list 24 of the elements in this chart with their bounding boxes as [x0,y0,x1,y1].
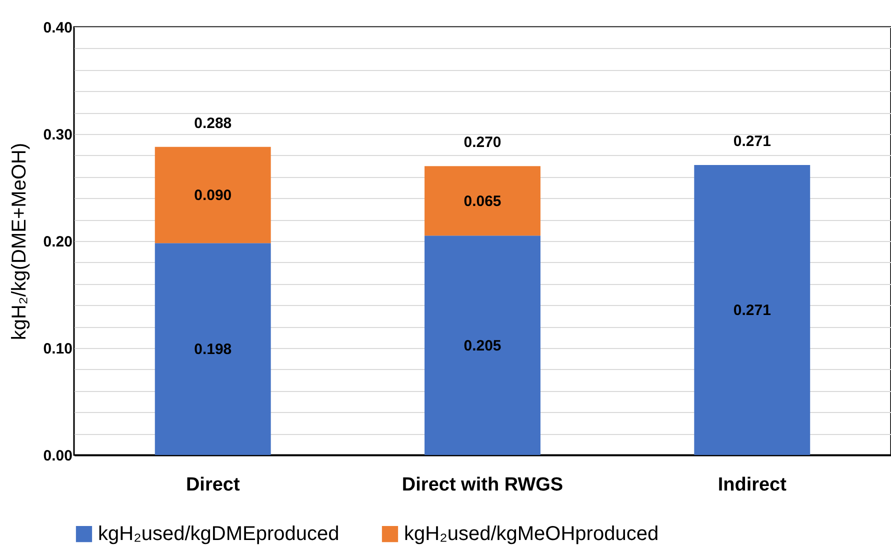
total-label: 0.271 [733,133,771,150]
y-tick-label: 0.40 [43,20,72,36]
y-tick-label: 0.10 [43,340,72,358]
x-tick-label: Direct [186,474,240,496]
bar [694,165,810,455]
data-label: 0.205 [464,337,502,354]
x-tick-label: Direct with RWGS [402,474,564,496]
total-label: 0.270 [464,134,502,152]
legend-label: kgH₂used/kgDMEproduced [98,523,340,545]
data-label: 0.198 [194,341,232,358]
y-tick-label: 0.20 [43,234,72,250]
y-tick-label: 0.30 [43,126,72,144]
total-label: 0.288 [194,114,232,132]
bar [424,166,540,236]
y-tick-label: 0.00 [43,448,72,464]
y-axis-title: kgH₂/kg(DME+MeOH) [8,142,30,340]
data-label: 0.090 [194,186,232,204]
x-tick-label: Indirect [718,474,788,496]
data-label: 0.271 [733,302,771,320]
bar [154,243,271,455]
bar [154,146,271,244]
data-label: 0.065 [464,192,502,210]
bar [424,236,540,455]
legend-label: kgH₂used/kgMeOHproduced [404,523,659,545]
